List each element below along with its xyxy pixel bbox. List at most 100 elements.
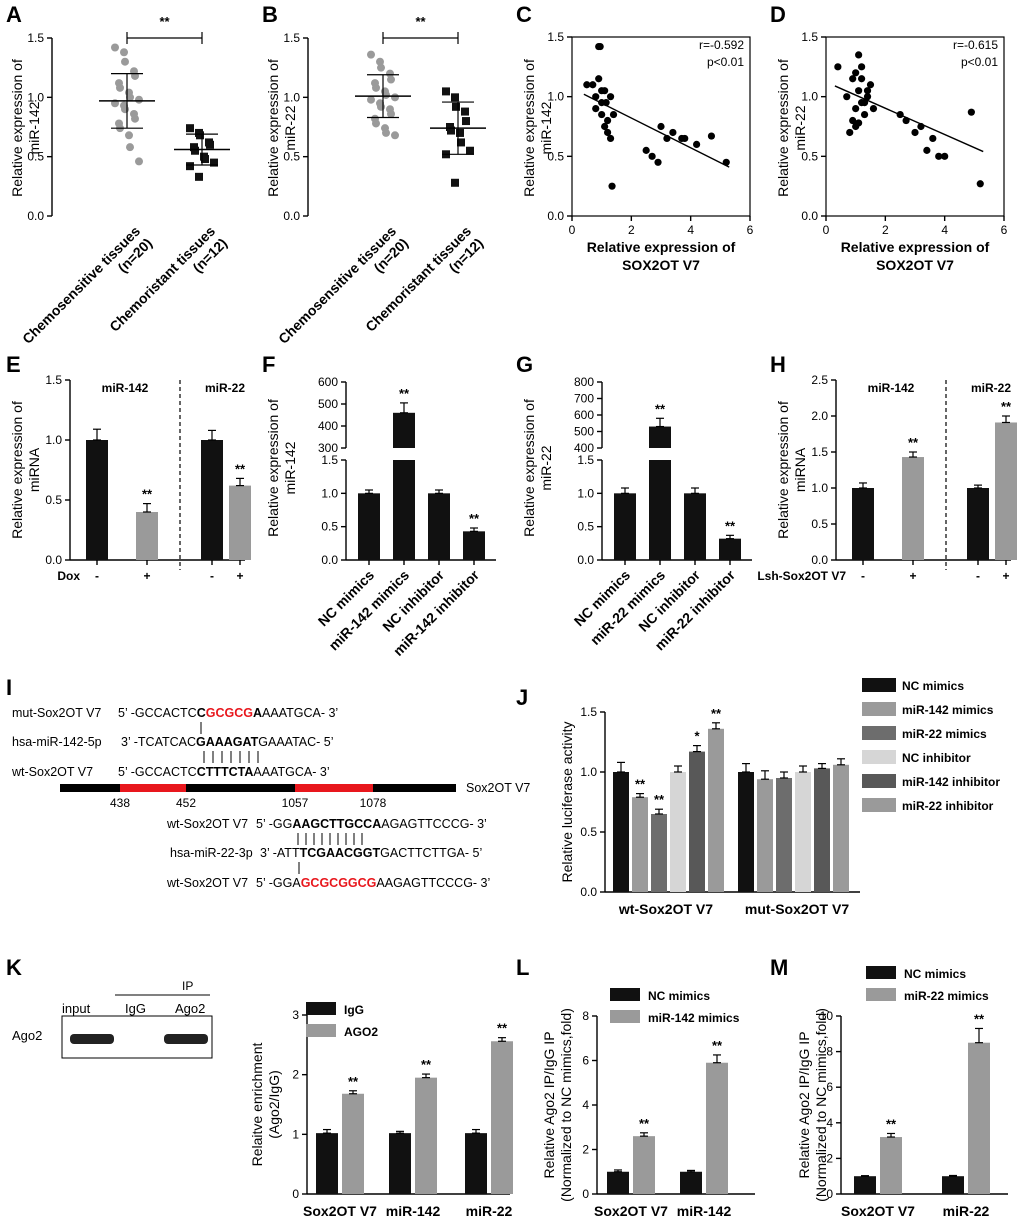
bar: [465, 1133, 487, 1194]
significance-stars: **: [725, 518, 736, 533]
data-point: [866, 81, 875, 89]
y-b-tick-label: 1.5: [283, 31, 300, 45]
seq-mir22-label: hsa-miR-22-3p: [170, 846, 253, 860]
y-h-tick-label: 0.0: [811, 553, 828, 567]
bar-upper: [649, 426, 671, 448]
data-point: [210, 158, 218, 167]
legend-swatch: [610, 988, 640, 1001]
data-point: [135, 157, 143, 166]
x-tick-label: 6: [1001, 223, 1008, 237]
y-k-tick-label: 0: [292, 1187, 299, 1201]
y-j-tick-label: 0.5: [580, 825, 597, 839]
data-point: [929, 134, 937, 143]
legend-label: NC mimics: [902, 679, 964, 693]
y-b-tick-label: 0.5: [283, 150, 300, 164]
data-point: [681, 134, 689, 143]
seq-mir22-sequence: 3’ -ATTTCGAACGGTGACTTCTTGA- 5’: [260, 846, 482, 860]
y-high-g-tick-label: 800: [574, 375, 594, 389]
y-m-tick-label: 4: [826, 1116, 833, 1130]
y-b-tick-label: 0.0: [283, 209, 300, 223]
seq-mut-sequence: 5’ -GCCACTCCGCGCGAAAATGCA- 3’: [118, 706, 338, 720]
bar: [358, 493, 380, 560]
legend-label: IgG: [344, 1003, 364, 1017]
bar: [684, 493, 706, 560]
data-point: [451, 93, 459, 102]
legend-swatch: [862, 750, 896, 764]
data-point: [195, 172, 203, 181]
panel-label-l: L: [516, 955, 529, 980]
y-tick-label: 1.5: [547, 30, 564, 44]
y-l-tick-label: 0: [582, 1187, 589, 1201]
bar: [613, 772, 629, 892]
position-1057: 1057: [282, 796, 309, 810]
seq-wt2-sequence: 5’ -GGAAGCTTGCCAAGAGTTCCCG- 3’: [256, 817, 487, 831]
x-axis-title: Relative expression of: [587, 239, 736, 255]
binding-site-22: [295, 784, 373, 792]
significance-stars: **: [1001, 399, 1012, 414]
data-point: [860, 110, 869, 119]
blot-band-ago2: [164, 1034, 208, 1044]
significance-stars: **: [654, 792, 665, 807]
group-label: miR-142: [868, 381, 915, 395]
y-tick-label: 0.0: [801, 209, 818, 223]
bar: [463, 531, 485, 560]
condition-row-label: Dox: [57, 569, 80, 583]
data-point: [377, 102, 385, 111]
data-point: [596, 42, 604, 51]
bar: [316, 1133, 338, 1194]
y-a-tick-label: 1.5: [27, 31, 44, 45]
data-point: [846, 128, 854, 137]
y-high-f-tick-label: 400: [318, 419, 338, 433]
y-m-tick-label: 0: [826, 1187, 833, 1201]
pair-lines-22: [297, 833, 363, 845]
data-point: [604, 116, 612, 125]
y-m-tick-label: 10: [820, 1009, 834, 1023]
data-point: [592, 93, 600, 101]
group-label: miR-22: [971, 381, 1011, 395]
data-point: [707, 132, 716, 140]
bar: [491, 1041, 513, 1194]
y-a-tick-label: 0.5: [27, 150, 44, 164]
y-low-f-tick-label: 0.5: [321, 520, 338, 534]
panel-k-blot: IP input IgG Ago2 Ago2: [12, 979, 213, 1059]
bar: [632, 797, 648, 892]
panel-label-m: M: [770, 955, 788, 980]
significance-stars: **: [639, 1116, 650, 1131]
panel-label-c: C: [516, 2, 532, 27]
significance-stars: **: [635, 777, 646, 792]
y-m-tick-label: 2: [826, 1151, 833, 1165]
x-tick-label: 2: [882, 223, 889, 237]
significance-stars: **: [159, 14, 170, 29]
seq-wt2-label: wt-Sox2OT V7: [166, 817, 248, 831]
y-tick-label: 0.5: [547, 149, 564, 163]
condition-row-label: Lsh-Sox2OT V7: [757, 569, 846, 583]
y-e-tick-label: 1.5: [45, 373, 62, 387]
bar-lower: [393, 460, 415, 560]
y-m-tick-label: 6: [826, 1080, 833, 1094]
legend-label: miR-22 mimics: [904, 989, 989, 1003]
y-low-g-tick-label: 1.0: [577, 486, 594, 500]
y-axis-title-f: Relative expression ofmiR-142: [265, 399, 298, 537]
data-point: [608, 182, 616, 190]
y-tick-label: 1.5: [801, 30, 818, 44]
panel-label-f: F: [262, 352, 275, 377]
data-point: [391, 131, 399, 140]
x-group-label: Sox2OT V7: [841, 1203, 915, 1219]
y-low-g-tick-label: 0.5: [577, 520, 594, 534]
panel-label-g: G: [516, 352, 533, 377]
y-l-tick-label: 2: [582, 1143, 589, 1157]
transcript-label: Sox2OT V7: [466, 781, 530, 795]
data-point: [855, 119, 863, 127]
blot-lane-input: input: [62, 1001, 91, 1016]
data-point: [387, 109, 395, 118]
bar: [795, 772, 811, 892]
plot-frame: [825, 36, 1005, 217]
data-point: [382, 128, 390, 137]
bar: [967, 488, 989, 560]
y-tick-label: 1.0: [547, 90, 564, 104]
data-point: [606, 134, 615, 143]
data-point: [457, 138, 465, 147]
y-axis-title-k: Relaitve enrichment(Ago2/IgG): [249, 1043, 282, 1167]
y-e-tick-label: 0.0: [45, 553, 62, 567]
